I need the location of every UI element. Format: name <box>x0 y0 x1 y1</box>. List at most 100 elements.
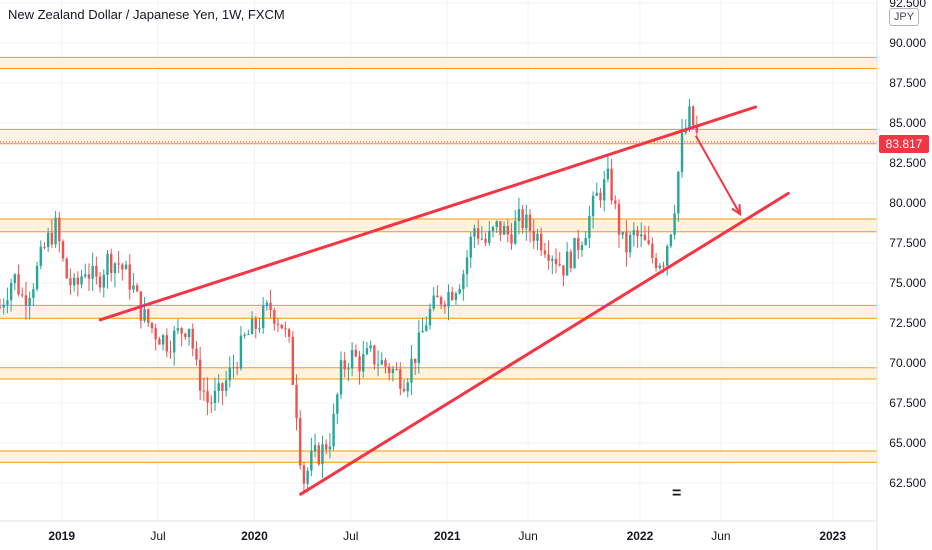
candle-body <box>343 360 346 370</box>
candle-body <box>98 276 102 288</box>
candle-body <box>202 390 206 392</box>
candle-body <box>558 264 561 266</box>
currency-button[interactable]: JPY <box>889 8 919 26</box>
candle-body <box>495 221 498 228</box>
candle-body <box>176 328 180 331</box>
price-tick-label: 77.500 <box>889 236 926 250</box>
forecast-arrow-head <box>731 204 742 217</box>
price-axis[interactable]: 92.500 90.000 87.500 85.000 82.500 80.000 77.5… <box>889 0 926 490</box>
candle-body <box>117 263 120 265</box>
candle-body <box>324 444 328 450</box>
candle-body <box>413 358 417 363</box>
candle-body <box>628 234 632 253</box>
candle-body <box>610 168 613 201</box>
candle-body <box>451 291 454 300</box>
candle-body <box>347 368 350 370</box>
candle-body <box>132 285 135 290</box>
candle-body <box>406 382 409 392</box>
candle-body <box>206 391 209 403</box>
candle-body <box>80 276 83 285</box>
candle-body <box>525 214 528 229</box>
candle-body <box>588 215 591 239</box>
candle-body <box>321 444 324 465</box>
candle-body <box>150 322 154 329</box>
candle-body <box>265 302 269 306</box>
candle-body <box>269 302 272 311</box>
price-tick-label: 80.000 <box>889 196 926 210</box>
candle-body <box>306 470 309 484</box>
candle-body <box>254 318 257 329</box>
candle-body <box>617 203 621 235</box>
candle-body <box>465 257 469 275</box>
candle-body <box>354 349 358 357</box>
time-tick-label: 2021 <box>434 529 461 543</box>
candle-body <box>621 232 624 235</box>
candle-body <box>65 258 68 279</box>
candle-body <box>410 358 413 383</box>
time-tick-label: Jul <box>343 529 358 543</box>
candle-body <box>21 294 24 296</box>
time-tick-label: Jun <box>711 529 730 543</box>
candle-body <box>577 237 580 250</box>
price-tick-label: 67.500 <box>889 396 926 410</box>
candle-body <box>554 258 558 265</box>
candle-body <box>143 309 146 321</box>
price-tick-label: 87.500 <box>889 76 926 90</box>
candle-body <box>625 232 628 253</box>
candle-body <box>280 324 283 329</box>
price-tick-label: 65.000 <box>889 436 926 450</box>
candle-body <box>669 234 673 246</box>
candle-body <box>61 241 65 259</box>
candle-body <box>213 390 217 404</box>
candle-body <box>180 328 183 334</box>
candle-body <box>384 360 387 367</box>
grid-lines <box>0 0 877 521</box>
candle-body <box>536 233 539 241</box>
candle-body <box>662 265 665 267</box>
candle-body <box>113 263 117 273</box>
time-tick-label: Jul <box>150 529 165 543</box>
candle-body <box>580 245 584 250</box>
trendline[interactable] <box>98 105 758 322</box>
candle-body <box>514 221 517 244</box>
candle-body <box>365 348 369 355</box>
trendline[interactable] <box>299 191 790 496</box>
candle-body <box>195 348 198 360</box>
candle-body <box>688 106 691 129</box>
candle-body <box>58 217 61 242</box>
candle-body <box>436 295 439 298</box>
bottom-marker: = <box>672 485 682 502</box>
candle-body <box>273 310 276 324</box>
candle-body <box>284 328 287 330</box>
candle-body <box>87 274 91 279</box>
candle-body <box>462 274 465 290</box>
candle-body <box>599 192 602 201</box>
time-tick-label: Jun <box>518 529 537 543</box>
candle-body <box>391 369 395 374</box>
candle-body <box>666 245 669 266</box>
candle-body <box>184 333 187 338</box>
candle-body <box>13 274 17 283</box>
candle-body <box>2 304 5 308</box>
candle-body <box>447 291 450 307</box>
candle-body <box>9 282 13 301</box>
candle-body <box>350 349 354 369</box>
candle-body <box>35 265 39 290</box>
candle-body <box>614 200 617 204</box>
candle-series <box>0 98 699 495</box>
candle-body <box>469 236 472 258</box>
time-axis[interactable]: 2019 Jul 2020 Jul 2021 Jun 2022 Jun 2023 <box>48 529 846 543</box>
candle-body <box>480 238 484 240</box>
candle-body <box>124 264 128 270</box>
candle-body <box>647 240 650 244</box>
candle-body <box>584 238 587 246</box>
forecast-arrow[interactable] <box>694 135 742 215</box>
price-tick-label: 85.000 <box>889 116 926 130</box>
candle-body <box>76 277 80 285</box>
candle-body <box>91 265 94 279</box>
candle-body <box>673 213 676 235</box>
candle-body <box>32 289 35 298</box>
candle-body <box>506 225 510 235</box>
candle-body <box>24 295 28 306</box>
